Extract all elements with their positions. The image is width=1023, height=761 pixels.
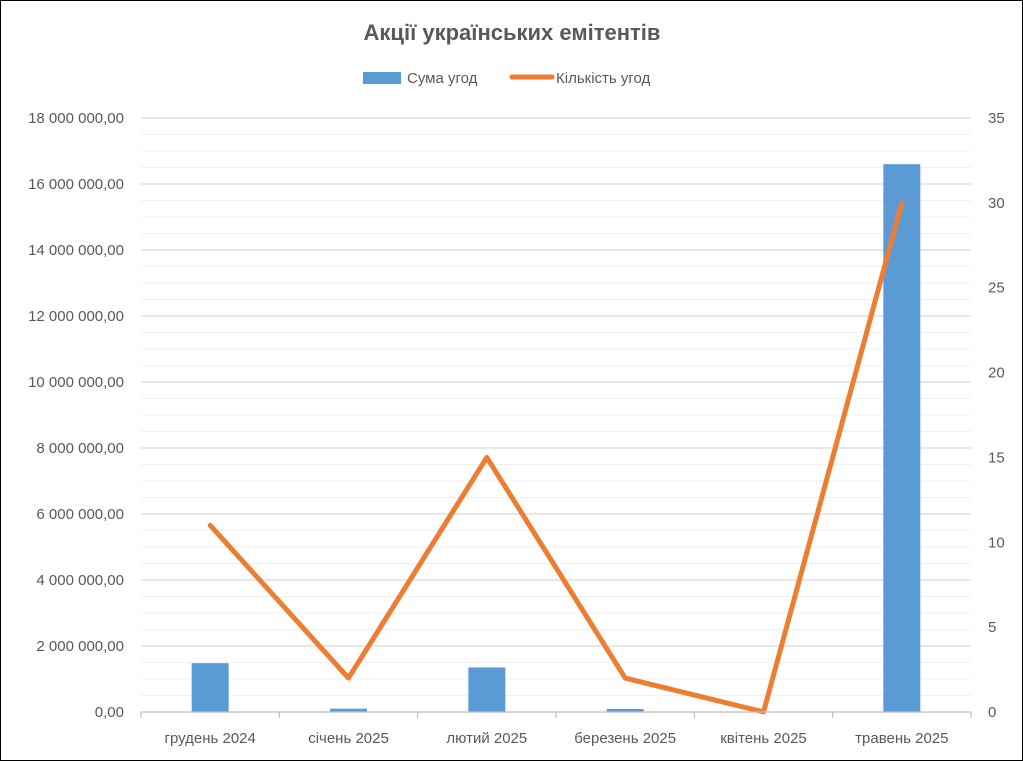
chart-title: Акції українських емітентів <box>364 20 661 45</box>
left-tick-label: 18 000 000,00 <box>28 110 124 127</box>
right-tick-label: 0 <box>988 704 996 721</box>
category-label: травень 2025 <box>855 730 948 747</box>
right-tick-label: 35 <box>988 110 1005 127</box>
bar <box>606 709 644 712</box>
legend: Сума угод Кількість угод <box>363 70 651 87</box>
category-label: квітень 2025 <box>720 730 807 747</box>
left-tick-label: 4 000 000,00 <box>36 572 124 589</box>
left-tick-label: 10 000 000,00 <box>28 374 124 391</box>
bar <box>468 667 506 712</box>
right-tick-label: 10 <box>988 534 1005 551</box>
right-tick-label: 25 <box>988 280 1005 297</box>
right-tick-label: 15 <box>988 449 1005 466</box>
right-tick-label: 5 <box>988 619 996 636</box>
right-tick-label: 30 <box>988 195 1005 212</box>
left-tick-label: 12 000 000,00 <box>28 308 124 325</box>
legend-label-bar: Сума угод <box>407 70 478 87</box>
left-tick-label: 8 000 000,00 <box>36 440 124 457</box>
category-axis: грудень 2024 січень 2025 лютий 2025 березен… <box>140 711 972 747</box>
legend-label-line: Кількість угод <box>556 70 651 87</box>
left-tick-label: 16 000 000,00 <box>28 176 124 193</box>
category-label: лютий 2025 <box>446 730 527 747</box>
left-tick-label: 2 000 000,00 <box>36 638 124 655</box>
left-tick-label: 0,00 <box>95 704 124 721</box>
right-axis: 0 5 10 15 20 25 30 35 <box>988 110 1005 721</box>
left-axis: 0,00 2 000 000,00 4 000 000,00 6 000 000,00… <box>28 110 124 721</box>
right-tick-label: 20 <box>988 365 1005 382</box>
category-label: грудень 2024 <box>164 730 255 747</box>
left-tick-label: 6 000 000,00 <box>36 506 124 523</box>
legend-swatch-bar <box>363 72 401 84</box>
series-line <box>207 200 905 715</box>
bar <box>191 663 229 712</box>
line-series <box>207 200 905 715</box>
category-label: березень 2025 <box>574 730 676 747</box>
bar <box>330 708 367 712</box>
left-tick-label: 14 000 000,00 <box>28 242 124 259</box>
category-label: січень 2025 <box>308 730 389 747</box>
